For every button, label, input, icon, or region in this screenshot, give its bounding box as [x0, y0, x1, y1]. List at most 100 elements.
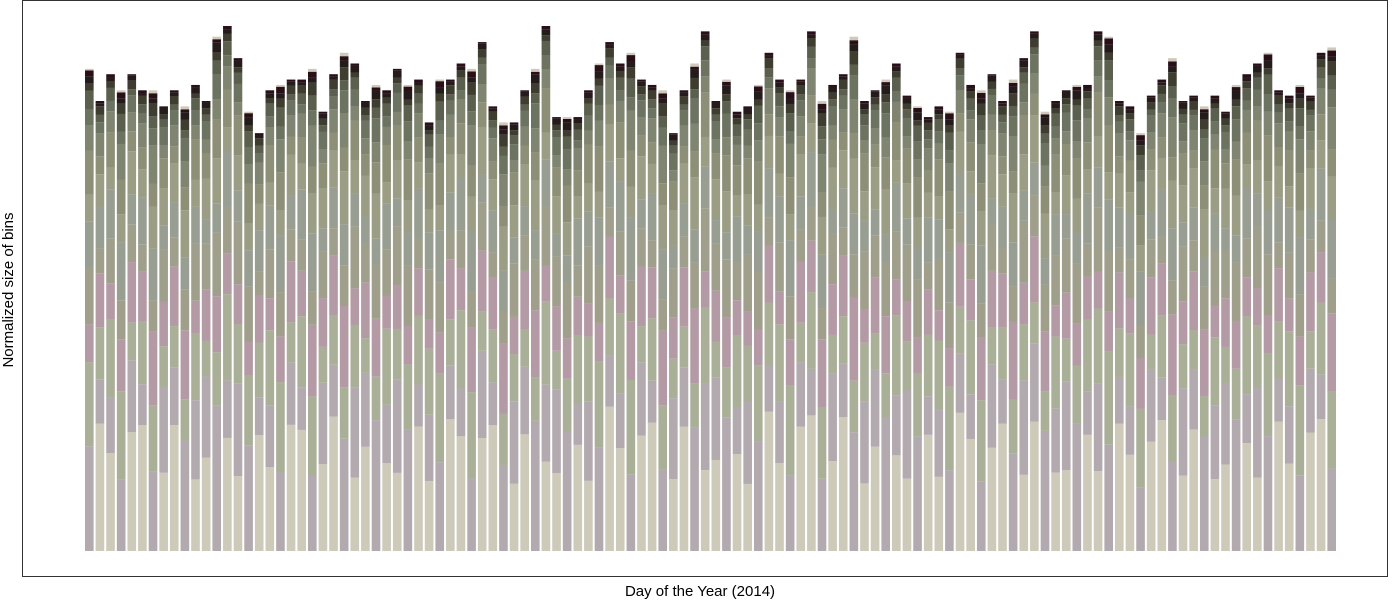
- bar-segment: [913, 125, 922, 142]
- bar-segment: [382, 203, 391, 250]
- bar-segment: [488, 210, 498, 253]
- bar-segment: [1168, 58, 1177, 62]
- bar-segment: [138, 384, 147, 426]
- bar-segment: [1327, 50, 1336, 57]
- bar-day-52: [626, 52, 636, 551]
- bar-day-42: [520, 90, 529, 551]
- bar-segment: [605, 42, 614, 45]
- bar-segment: [191, 98, 200, 111]
- bar-segment: [1327, 47, 1336, 51]
- bar-segment: [934, 143, 944, 160]
- bar-segment: [700, 166, 710, 209]
- bar-segment: [467, 111, 476, 126]
- bar-segment: [286, 81, 296, 86]
- bar-segment: [1136, 408, 1145, 488]
- bar-segment: [127, 322, 137, 361]
- bar-segment: [233, 155, 243, 191]
- bar-segment: [488, 111, 498, 121]
- bar-segment: [509, 124, 519, 131]
- bar-segment: [838, 74, 848, 77]
- bar-segment: [339, 306, 349, 388]
- bar-segment: [530, 310, 540, 378]
- bar-segment: [424, 122, 434, 126]
- bar-segment: [1104, 52, 1114, 61]
- bar-segment: [244, 131, 253, 148]
- bar-segment: [350, 89, 360, 107]
- bar-segment: [955, 131, 965, 173]
- bar-segment: [1284, 131, 1294, 151]
- bar-segment: [159, 301, 168, 347]
- bar-segment: [191, 139, 200, 180]
- bar-segment: [785, 475, 795, 551]
- bar-segment: [838, 109, 848, 133]
- bar-segment: [350, 477, 360, 551]
- bar-segment: [1019, 380, 1029, 475]
- bar-segment: [1040, 114, 1050, 118]
- bar-segment: [690, 262, 699, 309]
- bar-segment: [711, 290, 721, 342]
- bar-segment: [679, 104, 689, 111]
- bar-segment: [913, 279, 922, 338]
- bar-segment: [1210, 405, 1220, 480]
- bar-segment: [1231, 320, 1241, 369]
- bar-segment: [945, 150, 954, 164]
- bar-segment: [764, 217, 774, 246]
- bar-segment: [753, 91, 763, 100]
- bar-segment: [1019, 474, 1029, 551]
- bar-segment: [350, 77, 360, 90]
- bar-day-92: [1051, 101, 1060, 551]
- bar-segment: [1253, 226, 1262, 289]
- bar-segment: [1242, 132, 1252, 165]
- bar-segment: [1316, 67, 1326, 79]
- bar-segment: [1210, 134, 1220, 150]
- bar-day-69: [807, 31, 816, 551]
- bar-segment: [212, 99, 222, 120]
- bar-segment: [276, 292, 285, 337]
- bar-segment: [148, 93, 158, 99]
- bar-segment: [658, 98, 668, 104]
- bar-segment: [116, 103, 126, 114]
- bar-segment: [1146, 95, 1156, 98]
- bar-segment: [159, 249, 168, 302]
- bar-segment: [1115, 376, 1124, 424]
- bar-segment: [509, 483, 519, 551]
- bar-segment: [85, 83, 94, 91]
- bar-segment: [1040, 117, 1050, 126]
- bar-segment: [1316, 419, 1326, 551]
- bar-segment: [1231, 235, 1241, 263]
- bar-segment: [913, 107, 922, 113]
- bar-segment: [1210, 108, 1220, 122]
- bar-segment: [923, 148, 933, 171]
- bar-segment: [1210, 95, 1220, 99]
- bar-segment: [307, 82, 317, 96]
- bar-segment: [371, 238, 381, 265]
- bar-segment: [584, 183, 593, 212]
- bar-segment: [244, 223, 253, 251]
- bar-segment: [276, 139, 285, 173]
- bar-segment: [764, 302, 774, 367]
- bar-segment: [1061, 338, 1071, 382]
- bar-segment: [1284, 150, 1294, 187]
- bar-segment: [1199, 185, 1209, 210]
- bar-day-19: [276, 84, 285, 551]
- bar-day-109: [1231, 84, 1241, 551]
- bar-day-100: [1136, 133, 1145, 551]
- bar-segment: [562, 122, 572, 131]
- bar-segment: [403, 91, 413, 100]
- bar-segment: [1306, 272, 1315, 332]
- bar-segment: [1295, 126, 1305, 140]
- bar-segment: [945, 119, 954, 126]
- bar-segment: [1157, 82, 1167, 86]
- bar-segment: [1316, 140, 1326, 169]
- bar-segment: [796, 81, 806, 86]
- bar-segment: [1157, 102, 1167, 114]
- bar-segment: [467, 77, 476, 83]
- bar-segment: [966, 142, 975, 172]
- bar-segment: [923, 119, 933, 123]
- bar-segment: [584, 92, 593, 99]
- bar-segment: [647, 118, 657, 143]
- bar-segment: [1072, 323, 1082, 366]
- bar-segment: [446, 319, 455, 366]
- bar-segment: [286, 100, 296, 116]
- bar-segment: [499, 129, 508, 135]
